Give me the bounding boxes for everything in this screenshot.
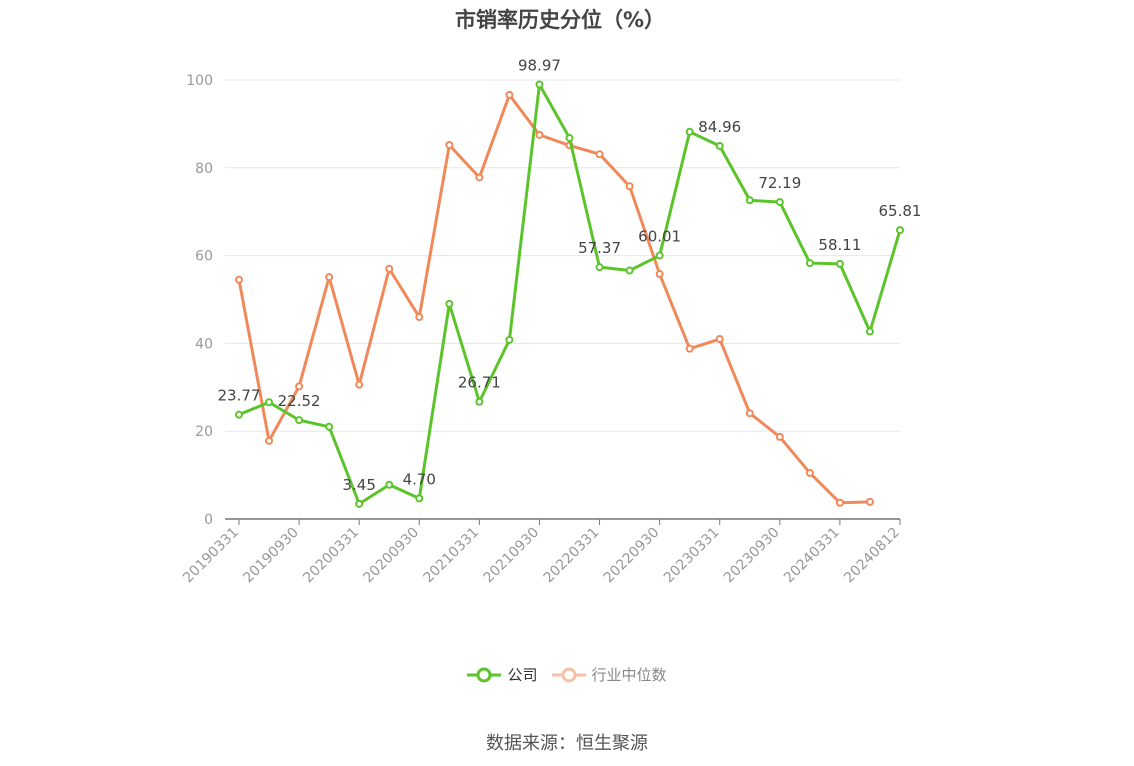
series-0-point-14 [655, 251, 664, 260]
legend-label-company: 公司 [507, 666, 538, 684]
x-tick-label-20210331: 20210331 [420, 525, 482, 587]
series-0-point-10 [535, 80, 544, 89]
series-0-point-21 [865, 327, 874, 336]
legend: 公司 行业中位数 [0, 664, 1134, 685]
data-label-8: 26.71 [458, 374, 501, 392]
series-0-point-9 [505, 335, 514, 344]
y-tick-label-80: 80 [195, 161, 213, 177]
series-0-point-20 [835, 259, 844, 268]
x-tick-label-20230331: 20230331 [661, 525, 723, 587]
series-0-point-17 [745, 196, 754, 205]
source-note: 数据来源：恒生聚源 [486, 733, 648, 754]
x-tick-label-20190930: 20190930 [240, 525, 302, 587]
series-1-point-4 [355, 380, 364, 389]
series-0-point-18 [775, 198, 784, 207]
y-tick-label-60: 60 [195, 249, 213, 265]
series-0-point-7 [445, 299, 454, 308]
series-0-point-12 [595, 263, 604, 272]
series-0-point-19 [805, 259, 814, 268]
series-1-point-0 [235, 275, 243, 284]
legend-label-industry-median: 行业中位数 [591, 666, 667, 684]
data-label-6: 4.70 [403, 470, 436, 488]
series-1-point-20 [835, 498, 844, 507]
x-tick-label-20220331: 20220331 [541, 525, 603, 587]
legend-marker-company [467, 667, 502, 682]
series-0-point-1 [265, 398, 274, 407]
x-tick-label-20200331: 20200331 [300, 525, 362, 587]
series-0-point-11 [565, 133, 574, 142]
series-0-point-8 [475, 397, 484, 406]
chart-title: 市销率历史分位（%） [454, 8, 666, 32]
series-1-point-10 [535, 130, 544, 139]
series-1-point-5 [385, 264, 394, 273]
series-0-point-5 [385, 480, 394, 489]
series-1-point-16 [715, 335, 724, 344]
series-0-point-22 [896, 226, 904, 235]
data-label-2: 22.52 [278, 392, 321, 410]
data-label-22: 65.81 [879, 202, 922, 220]
data-label-4: 3.45 [342, 476, 375, 494]
x-tick-label-20190331: 20190331 [180, 525, 242, 587]
data-label-0: 23.77 [218, 387, 261, 405]
series-1-point-9 [505, 90, 514, 99]
x-tick-label-20220930: 20220930 [601, 525, 663, 587]
series-0-point-15 [685, 127, 694, 136]
series-1-point-1 [265, 436, 274, 445]
series-1-point-6 [415, 313, 424, 322]
series-0-point-2 [295, 416, 304, 425]
series-1-point-8 [475, 173, 484, 182]
series-0-point-13 [625, 266, 634, 275]
x-tick-label-20230930: 20230930 [721, 525, 783, 587]
series-1-point-13 [625, 182, 634, 191]
y-tick-label-20: 20 [195, 424, 213, 440]
legend-item-industry-median[interactable]: 行业中位数 [551, 664, 667, 685]
y-tick-label-40: 40 [195, 336, 213, 352]
series-1-point-15 [685, 344, 694, 353]
data-label-16: 84.96 [698, 118, 741, 136]
series-0-point-0 [235, 410, 243, 419]
series-1-point-18 [775, 432, 784, 441]
x-tick-label-20200930: 20200930 [360, 525, 422, 587]
data-label-14: 60.01 [638, 228, 681, 246]
data-label-12: 57.37 [578, 239, 621, 257]
series-1-point-19 [805, 468, 814, 477]
series-1-point-2 [295, 382, 304, 391]
x-tick-label-20240331: 20240331 [781, 525, 843, 587]
y-tick-label-0: 0 [204, 512, 213, 528]
data-label-18: 72.19 [758, 174, 801, 192]
x-tick-label-20240812: 20240812 [841, 525, 903, 587]
y-tick-label-100: 100 [186, 73, 213, 89]
series-1-point-7 [445, 140, 454, 149]
legend-marker-industry-median [551, 667, 586, 682]
series-1-point-14 [655, 270, 664, 279]
series-1-point-21 [865, 497, 874, 506]
series-0-point-3 [325, 422, 334, 431]
series-1-point-17 [745, 409, 754, 418]
series-1-point-12 [595, 150, 604, 159]
series-0-point-4 [355, 499, 364, 508]
x-tick-label-20210930: 20210930 [481, 525, 543, 587]
data-label-20: 58.11 [818, 236, 861, 254]
legend-item-company[interactable]: 公司 [467, 664, 538, 685]
series-line-1 [237, 93, 870, 505]
series-0-point-16 [715, 142, 724, 151]
series-1-point-3 [325, 273, 334, 282]
series-0-point-6 [415, 494, 424, 503]
data-label-10: 98.97 [518, 57, 561, 75]
line-chart: 0 20 40 60 80 100 2019033120190930202003312020… [180, 57, 922, 587]
